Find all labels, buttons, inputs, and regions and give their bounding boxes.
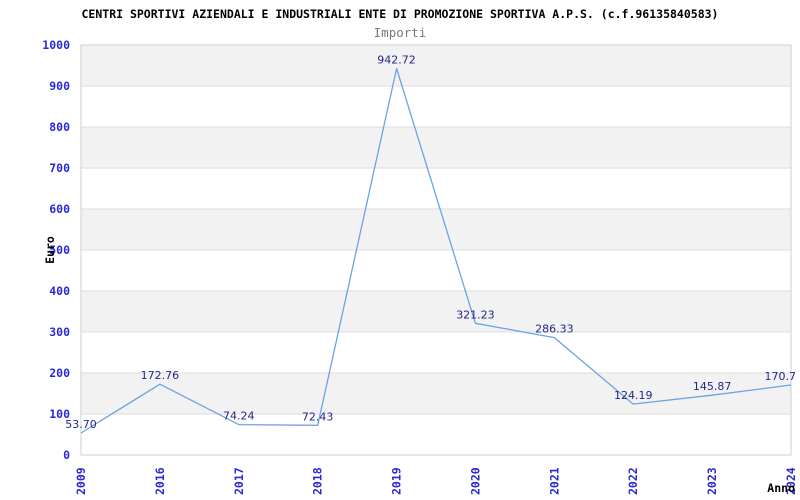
- x-tick-label: 2019: [390, 467, 404, 495]
- y-tick-label: 100: [49, 407, 70, 421]
- y-axis-title: Euro: [43, 236, 57, 264]
- data-label: 286.33: [535, 323, 574, 336]
- x-tick-label: 2016: [153, 467, 167, 495]
- y-tick-label: 0: [63, 448, 70, 462]
- y-tick-label: 600: [49, 202, 70, 216]
- x-tick-label: 2024: [784, 467, 798, 495]
- plot-border: [80, 44, 792, 456]
- y-tick-label: 300: [49, 325, 70, 339]
- data-label: 170.7: [765, 370, 797, 383]
- x-axis-title: Anno: [767, 481, 795, 495]
- x-tick-label: 2021: [547, 467, 561, 495]
- x-tick-label: 2018: [311, 467, 325, 495]
- y-tick-label: 500: [49, 243, 70, 257]
- data-label: 172.76: [141, 369, 180, 382]
- data-label: 145.87: [693, 380, 732, 393]
- y-tick-label: 400: [49, 284, 70, 298]
- grid-band: [81, 291, 791, 332]
- series-line: [80, 67, 792, 434]
- y-tick-label: 800: [49, 120, 70, 134]
- data-label: 72.43: [302, 410, 334, 423]
- y-tick-label: 700: [49, 161, 70, 175]
- data-label: 53.70: [65, 418, 97, 431]
- x-tick-label: 2009: [74, 467, 88, 495]
- data-label: 124.19: [614, 389, 653, 402]
- y-tick-label: 1000: [42, 38, 70, 52]
- grid-band: [81, 209, 791, 250]
- chart-title: CENTRI SPORTIVI AZIENDALI E INDUSTRIALI …: [81, 7, 719, 21]
- y-tick-label: 900: [49, 79, 70, 93]
- y-tick-label: 200: [49, 366, 70, 380]
- data-label: 942.72: [377, 53, 416, 66]
- data-label: 321.23: [456, 308, 495, 321]
- x-tick-label: 2022: [626, 467, 640, 495]
- grid-band: [81, 373, 791, 414]
- data-label: 74.24: [223, 410, 255, 423]
- chart-subtitle: Importi: [373, 25, 427, 40]
- x-tick-label: 2017: [232, 467, 246, 495]
- grid-band: [81, 45, 791, 86]
- grid-band: [81, 127, 791, 168]
- x-tick-label: 2020: [468, 467, 482, 495]
- x-tick-label: 2023: [705, 467, 719, 495]
